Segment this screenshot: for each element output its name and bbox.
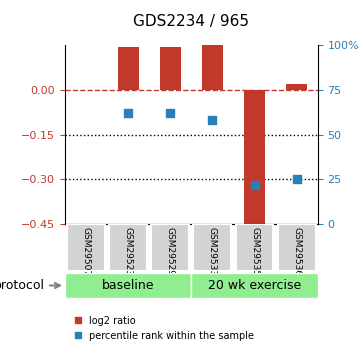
Point — [168, 110, 173, 116]
Text: protocol: protocol — [0, 279, 60, 292]
Text: GSM29523: GSM29523 — [124, 227, 132, 276]
Text: GSM29535: GSM29535 — [250, 227, 259, 276]
Bar — [244, 90, 265, 230]
Text: GSM29507: GSM29507 — [82, 227, 91, 276]
FancyBboxPatch shape — [151, 224, 189, 271]
Bar — [202, 45, 223, 90]
Text: baseline: baseline — [102, 279, 155, 292]
Text: GDS2234 / 965: GDS2234 / 965 — [133, 14, 249, 29]
Text: 20 wk exercise: 20 wk exercise — [208, 279, 301, 292]
FancyBboxPatch shape — [193, 224, 231, 271]
FancyBboxPatch shape — [67, 224, 105, 271]
FancyBboxPatch shape — [109, 224, 147, 271]
Point — [209, 117, 215, 123]
FancyBboxPatch shape — [191, 273, 318, 298]
FancyBboxPatch shape — [278, 224, 316, 271]
Bar — [160, 47, 181, 90]
Point — [252, 182, 257, 188]
Text: GSM29536: GSM29536 — [292, 227, 301, 276]
Bar — [286, 84, 307, 90]
FancyBboxPatch shape — [65, 273, 191, 298]
Bar — [118, 47, 139, 90]
FancyBboxPatch shape — [235, 224, 274, 271]
Text: GSM29529: GSM29529 — [166, 227, 175, 276]
Text: GSM29533: GSM29533 — [208, 227, 217, 276]
Legend: log2 ratio, percentile rank within the sample: log2 ratio, percentile rank within the s… — [70, 312, 258, 345]
Point — [125, 110, 131, 116]
Point — [294, 177, 300, 182]
